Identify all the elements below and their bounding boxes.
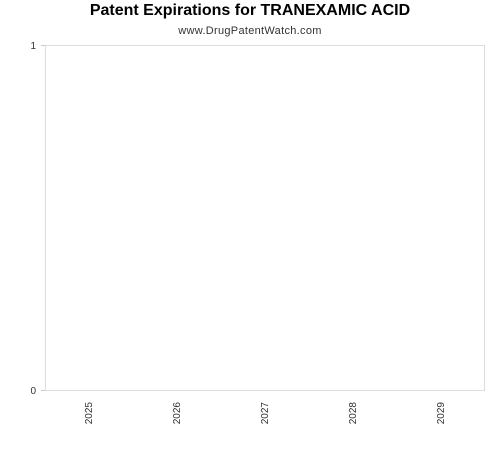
x-tick-label-2025: 2025 bbox=[84, 402, 95, 425]
x-tick-label-2026: 2026 bbox=[172, 402, 183, 425]
x-axis: 2025 2026 2027 2028 2029 bbox=[84, 402, 447, 425]
chart-subtitle: www.DrugPatentWatch.com bbox=[178, 25, 322, 37]
y-tick-label: 0 bbox=[30, 386, 36, 397]
plot-frame bbox=[45, 45, 485, 391]
x-tick-label-2028: 2028 bbox=[348, 402, 359, 425]
x-tick-label-2027: 2027 bbox=[260, 402, 271, 425]
x-tick-label-2029: 2029 bbox=[436, 402, 447, 425]
chart-title: Patent Expirations for TRANEXAMIC ACID bbox=[89, 2, 411, 19]
y-tick-label: 1 bbox=[30, 41, 36, 52]
y-axis: 01 bbox=[30, 41, 45, 397]
